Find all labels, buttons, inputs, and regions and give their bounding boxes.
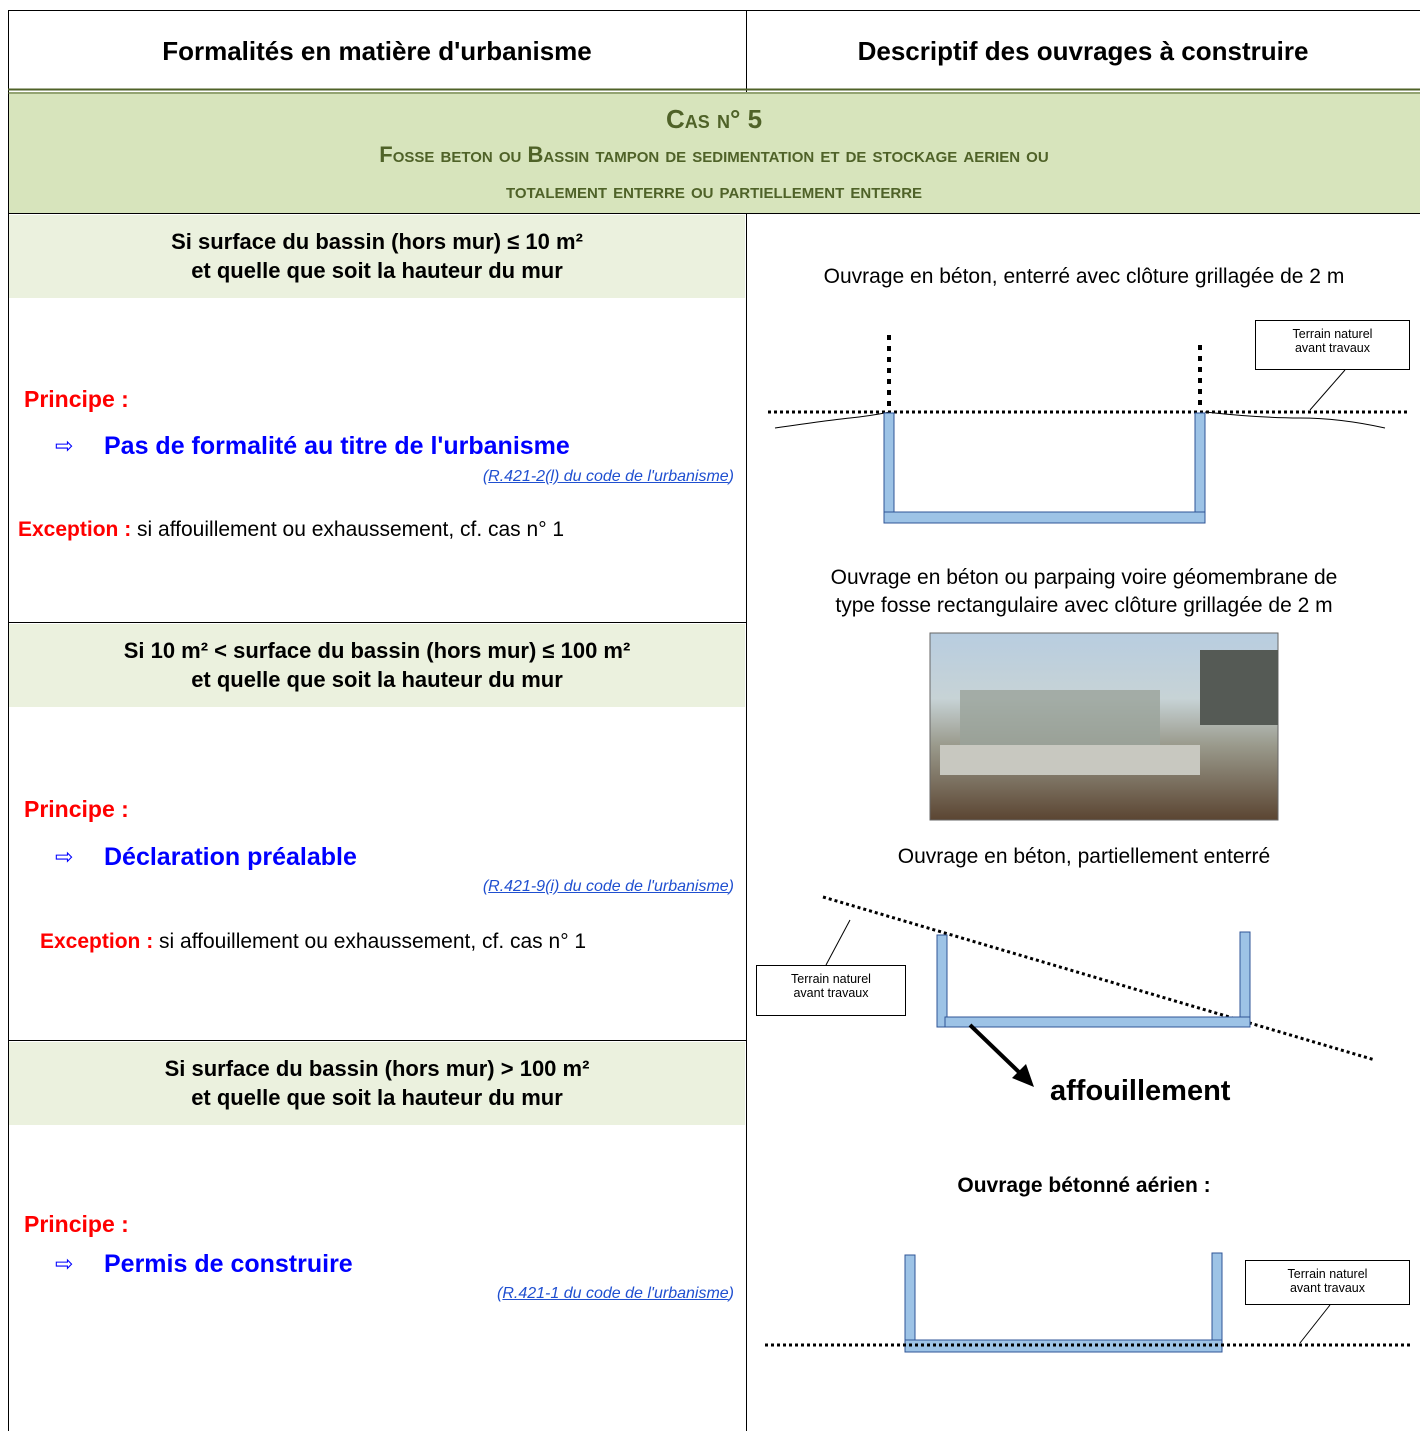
callout: Terrain naturel avant travaux — [1245, 1260, 1410, 1305]
paren: ( — [482, 878, 489, 895]
reference: (R.421-1 du code de l'urbanisme) — [497, 1285, 734, 1303]
case-title: Cas n° 5 — [665, 104, 763, 134]
callout-line: avant travaux — [793, 986, 869, 1000]
principle-label: Principe : — [24, 386, 129, 412]
paren: ) — [728, 878, 734, 895]
callout: Terrain naturel avant travaux — [756, 965, 906, 1016]
photo — [929, 632, 1279, 821]
condition: Si surface du bassin (hors mur) > 100 m²… — [9, 1042, 745, 1125]
exception-text: si affouillement ou exhaussement, cf. ca… — [137, 518, 565, 541]
caption-line: Ouvrage en béton, partiellement enterré — [897, 845, 1271, 868]
header-left: Formalités en matière d'urbanisme — [162, 36, 592, 66]
case-subtitle: Fosse beton ou Bassin tampon de sediment… — [379, 142, 1049, 167]
callout-line: Terrain naturel — [1292, 327, 1373, 341]
reference: (R.421-2(l) du code de l'urbanisme) — [483, 468, 734, 486]
paren: ( — [497, 1285, 503, 1302]
arrow: ⇨ — [55, 1251, 74, 1276]
exception: Exception : si affouillement ou exhausse… — [18, 518, 564, 542]
arrow: ⇨ — [55, 844, 74, 869]
header-right: Descriptif des ouvrages à construire — [857, 36, 1309, 66]
paren: ) — [728, 468, 734, 485]
reference: (R.421-9(i) du code de l'urbanisme) — [483, 878, 734, 896]
condition-line: Si surface du bassin (hors mur) ≤ 10 m² — [171, 229, 583, 254]
diagram-buried — [768, 335, 1410, 524]
case-subtitle: totalement enterre ou partiellement ente… — [505, 178, 923, 203]
decision: Déclaration préalable — [104, 843, 357, 871]
diagram-partial — [822, 895, 1376, 1087]
caption-line: Ouvrage bétonné aérien : — [957, 1174, 1211, 1197]
caption-line: Ouvrage en béton, enterré avec clôture g… — [823, 265, 1345, 288]
condition-line: Si surface du bassin (hors mur) > 100 m² — [164, 1056, 590, 1081]
callout: Terrain naturel avant travaux — [1255, 320, 1410, 370]
reference-link[interactable]: R.421-1 du code de l'urbanisme — [502, 1285, 729, 1302]
principle-label: Principe : — [24, 796, 129, 822]
callout-line: avant travaux — [1294, 341, 1371, 355]
exception-text: si affouillement ou exhaussement, cf. ca… — [159, 930, 587, 953]
paren: ) — [728, 1285, 734, 1302]
principle-label: Principe : — [24, 1211, 129, 1237]
caption-line: type fosse rectangulaire avec clôture gr… — [835, 594, 1333, 617]
callout-line: avant travaux — [1289, 1281, 1366, 1295]
condition-line: et quelle que soit la hauteur du mur — [191, 667, 563, 692]
diagram-aerial — [765, 1252, 1410, 1353]
decision: Pas de formalité au titre de l'urbanisme — [104, 432, 570, 460]
caption: Ouvrage en béton, enterré avec clôture g… — [748, 263, 1420, 291]
exception-label: Exception : — [18, 518, 132, 541]
reference-link[interactable]: R.421-9(i) du code de l'urbanisme — [488, 878, 729, 895]
annotation: affouillement — [1050, 1075, 1231, 1107]
condition-line: et quelle que soit la hauteur du mur — [191, 258, 563, 283]
callout-line: Terrain naturel — [791, 972, 871, 986]
condition-line: et quelle que soit la hauteur du mur — [191, 1085, 563, 1110]
condition: Si 10 m² < surface du bassin (hors mur) … — [9, 624, 745, 707]
caption: Ouvrage bétonné aérien : — [748, 1172, 1420, 1200]
callout-line: Terrain naturel — [1287, 1267, 1368, 1281]
caption: Ouvrage en béton ou parpaing voire géome… — [748, 564, 1420, 620]
reference-link[interactable]: R.421-2(l) du code de l'urbanisme — [488, 468, 729, 485]
exception-label: Exception : — [40, 930, 154, 953]
caption-line: Ouvrage en béton ou parpaing voire géome… — [830, 566, 1338, 589]
condition-line: Si 10 m² < surface du bassin (hors mur) … — [123, 638, 631, 663]
decision: Permis de construire — [104, 1250, 353, 1278]
arrow: ⇨ — [55, 433, 74, 458]
exception: Exception : si affouillement ou exhausse… — [40, 930, 586, 954]
paren: ( — [482, 468, 489, 485]
caption: Ouvrage en béton, partiellement enterré — [748, 843, 1420, 871]
condition: Si surface du bassin (hors mur) ≤ 10 m² e… — [9, 215, 745, 298]
